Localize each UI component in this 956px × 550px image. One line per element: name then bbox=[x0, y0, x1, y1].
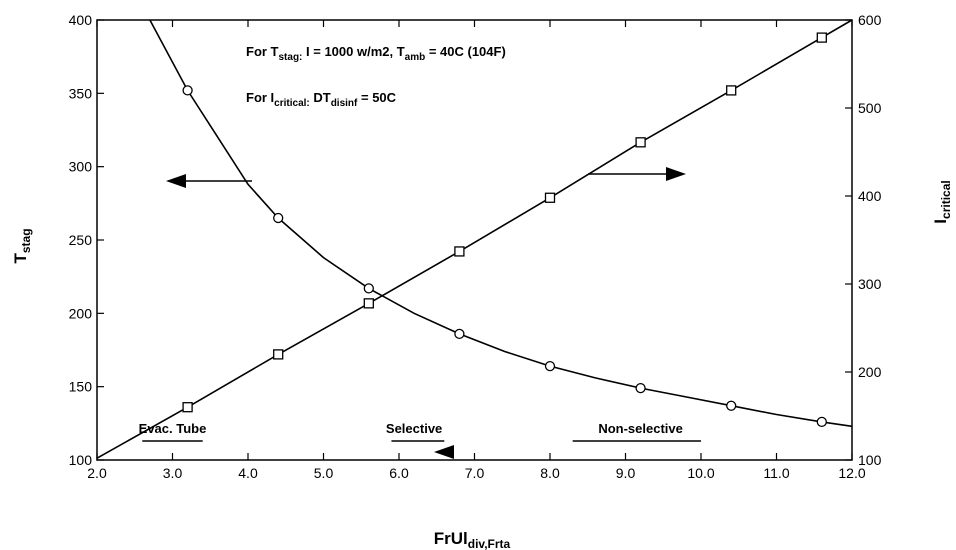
icritical-data-point bbox=[454, 246, 465, 257]
left-tick-label: 100 bbox=[69, 452, 93, 468]
icritical-data-point bbox=[544, 192, 556, 203]
left-axis-label: Tstag bbox=[11, 228, 33, 263]
tstag-data-point bbox=[363, 283, 374, 294]
right-axis-ticks: 100 200 300 400 500 600 bbox=[845, 12, 882, 468]
series-layer bbox=[96, 19, 853, 459]
x-axis-label: FrUldiv,Frta bbox=[434, 529, 511, 550]
annotation-tstag: For Tstag: I = 1000 w/m2, Tamb = 40C (10… bbox=[246, 44, 506, 63]
tstag-data-point bbox=[544, 360, 556, 372]
range-label: Evac. Tube bbox=[139, 421, 207, 436]
range-label: Non-selective bbox=[598, 421, 683, 436]
left-tick-label: 250 bbox=[69, 232, 93, 248]
left-axis-arrow bbox=[166, 174, 252, 188]
annotation-icritical: For Icritical: DTdisinf = 50C bbox=[246, 90, 397, 109]
left-tick-label: 150 bbox=[69, 379, 93, 395]
right-axis-arrow bbox=[588, 167, 686, 181]
x-tick-label: 3.0 bbox=[163, 465, 183, 481]
x-tick-label: 11.0 bbox=[763, 465, 789, 481]
x-tick-label: 10.0 bbox=[687, 465, 714, 481]
right-tick-label: 100 bbox=[858, 452, 882, 468]
x-tick-label: 4.0 bbox=[238, 465, 258, 481]
tstag-data-point bbox=[182, 85, 193, 96]
tstag-data-point bbox=[816, 416, 827, 428]
x-tick-label: 12.0 bbox=[838, 465, 865, 481]
x-tick-label: 9.0 bbox=[616, 465, 636, 481]
x-tick-label: 7.0 bbox=[465, 465, 485, 481]
tstag-data-point bbox=[273, 212, 284, 224]
tstag-data-point bbox=[726, 400, 737, 411]
left-tick-label: 400 bbox=[69, 12, 93, 28]
x-tick-label: 8.0 bbox=[540, 465, 560, 481]
x-tick-label: 5.0 bbox=[314, 465, 334, 481]
icritical-data-point bbox=[182, 402, 193, 413]
icritical-data-point bbox=[273, 349, 284, 360]
right-axis-label: Icritical bbox=[931, 180, 953, 223]
icritical-data-point bbox=[635, 137, 646, 148]
collector-range-labels: Evac. Tube Selective Non-selective bbox=[139, 421, 701, 442]
tstag-series-line bbox=[149, 19, 853, 428]
icritical-data-point bbox=[816, 32, 827, 43]
x-tick-label: 2.0 bbox=[87, 465, 107, 481]
right-tick-label: 600 bbox=[858, 12, 882, 28]
left-tick-label: 350 bbox=[69, 85, 93, 101]
tstag-data-point bbox=[454, 328, 465, 340]
right-tick-label: 300 bbox=[858, 276, 882, 292]
icritical-data-point bbox=[726, 85, 737, 96]
x-axis-ticks: 2.0 3.0 4.0 5.0 6.0 7.0 8.0 9.0 10.0 11.0 12.0 bbox=[87, 20, 866, 481]
selective-marker-icon bbox=[434, 445, 454, 459]
right-tick-label: 500 bbox=[858, 100, 882, 116]
left-tick-label: 200 bbox=[69, 305, 93, 321]
tstag-data-point bbox=[635, 382, 646, 394]
icritical-data-point bbox=[363, 298, 374, 309]
left-tick-label: 300 bbox=[69, 159, 93, 175]
x-tick-label: 6.0 bbox=[389, 465, 409, 481]
icritical-series-line bbox=[96, 19, 853, 459]
right-tick-label: 400 bbox=[858, 188, 882, 204]
range-label: Selective bbox=[386, 421, 442, 436]
left-axis-ticks: 100 150 200 250 300 350 400 bbox=[69, 12, 104, 468]
right-tick-label: 200 bbox=[858, 364, 882, 380]
